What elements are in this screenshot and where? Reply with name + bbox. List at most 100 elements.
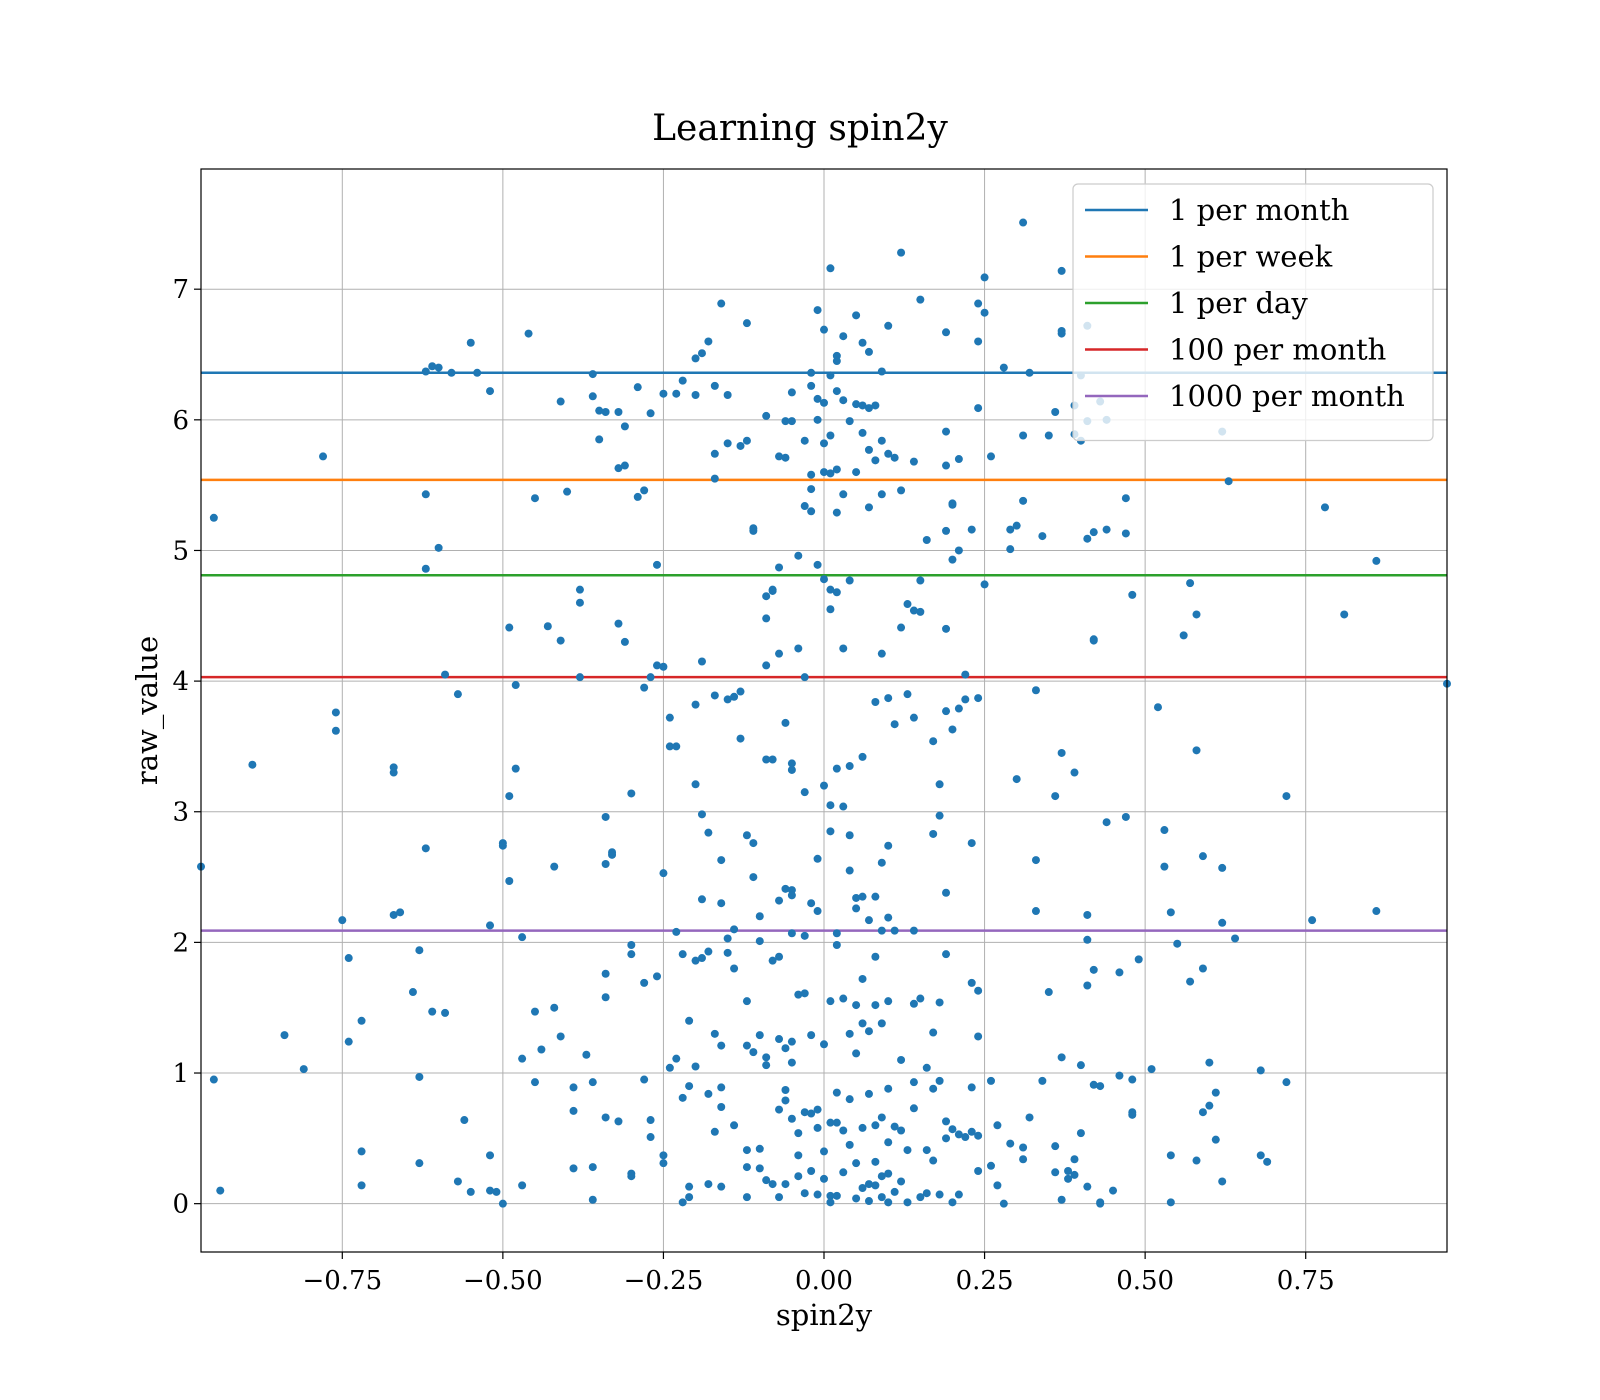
scatter-point: [717, 899, 726, 908]
scatter-point: [768, 755, 777, 764]
scatter-point: [820, 468, 828, 477]
scatter-point: [839, 490, 848, 499]
x-tick-label: 0.25: [956, 1266, 1014, 1296]
scatter-point: [813, 1105, 822, 1114]
scatter-point: [209, 1075, 218, 1084]
y-tick-label: 5: [172, 536, 189, 566]
scatter-point: [980, 308, 989, 317]
scatter-point: [620, 461, 629, 470]
scatter-point: [935, 780, 944, 789]
scatter-point: [601, 407, 610, 416]
scatter-point: [794, 644, 803, 653]
legend-label: 1 per month: [1169, 193, 1349, 227]
scatter-point: [942, 1117, 951, 1126]
scatter-point: [1192, 746, 1201, 755]
scatter-point: [916, 576, 925, 585]
scatter-point: [832, 1118, 841, 1127]
scatter-point: [877, 1113, 886, 1122]
scatter-point: [852, 1001, 861, 1010]
scatter-point: [678, 950, 687, 959]
scatter-point: [415, 946, 424, 955]
scatter-point: [653, 661, 662, 670]
scatter-point: [929, 1028, 938, 1037]
scatter-point: [781, 1180, 790, 1189]
legend-label: 1 per day: [1169, 286, 1308, 320]
scatter-point: [575, 598, 584, 607]
scatter-point: [685, 1193, 694, 1202]
scatter-point: [1166, 1198, 1175, 1207]
scatter-point: [755, 1031, 764, 1040]
scatter-point: [909, 1078, 918, 1087]
scatter-point: [518, 933, 527, 942]
scatter-point: [909, 926, 918, 935]
scatter-point: [415, 1072, 424, 1081]
scatter-point: [877, 1193, 886, 1202]
x-tick-label: 0.00: [795, 1266, 853, 1296]
scatter-point: [974, 694, 983, 703]
scatter-point: [845, 576, 854, 585]
legend-label: 1 per week: [1169, 240, 1333, 274]
scatter-point: [993, 1121, 1002, 1130]
scatter-point: [601, 993, 610, 1002]
scatter-point: [871, 401, 880, 410]
scatter-point: [511, 764, 520, 773]
scatter-point: [331, 708, 340, 717]
scatter-point: [1128, 1110, 1137, 1119]
scatter-point: [807, 507, 816, 516]
scatter-point: [1218, 918, 1227, 927]
scatter-point: [1192, 1156, 1201, 1165]
scatter-point: [742, 1146, 751, 1155]
scatter-point: [845, 866, 854, 875]
scatter-point: [871, 1181, 880, 1190]
scatter-point: [530, 1007, 539, 1016]
scatter-point: [730, 692, 739, 701]
scatter-point: [749, 839, 758, 848]
scatter-point: [1198, 964, 1207, 973]
scatter-point: [344, 1037, 353, 1046]
scatter-point: [1109, 1186, 1118, 1195]
scatter-point: [717, 856, 726, 865]
scatter-point: [852, 400, 861, 409]
scatter-point: [768, 1180, 777, 1189]
scatter-point: [595, 435, 604, 444]
scatter-point: [665, 1063, 674, 1072]
scatter-point: [858, 974, 867, 983]
x-tick-label: −0.25: [624, 1266, 704, 1296]
scatter-point: [999, 363, 1008, 372]
scatter-point: [813, 1123, 822, 1132]
scatter-point: [929, 1156, 938, 1165]
scatter-point: [916, 295, 925, 304]
scatter-point: [588, 392, 597, 401]
scatter-point: [710, 691, 719, 700]
scatter-point: [1263, 1157, 1272, 1166]
scatter-point: [967, 1083, 976, 1092]
scatter-point: [897, 623, 906, 632]
scatter-point: [537, 1045, 546, 1054]
scatter-point: [588, 1163, 597, 1172]
y-tick-label: 3: [172, 798, 189, 828]
scatter-point: [1340, 610, 1349, 619]
scatter-point: [826, 469, 835, 478]
scatter-point: [563, 487, 572, 496]
scatter-point: [742, 831, 751, 840]
scatter-point: [665, 742, 674, 751]
scatter-point: [1256, 1151, 1265, 1160]
scatter-point: [659, 1159, 668, 1168]
scatter-point: [723, 439, 732, 448]
scatter-point: [877, 858, 886, 867]
scatter-point: [685, 1182, 694, 1191]
scatter-point: [781, 1096, 790, 1105]
scatter-point: [710, 474, 719, 483]
scatter-point: [1372, 556, 1381, 565]
scatter-point: [498, 1199, 507, 1208]
scatter-point: [768, 956, 777, 965]
scatter-point: [742, 1041, 751, 1050]
scatter-point: [697, 349, 706, 358]
scatter-point: [389, 910, 398, 919]
scatter-point: [1186, 977, 1195, 986]
scatter-point: [1031, 907, 1040, 916]
scatter-point: [967, 1127, 976, 1136]
scatter-point: [434, 543, 443, 552]
scatter-point: [948, 1125, 957, 1134]
scatter-point: [614, 407, 623, 416]
